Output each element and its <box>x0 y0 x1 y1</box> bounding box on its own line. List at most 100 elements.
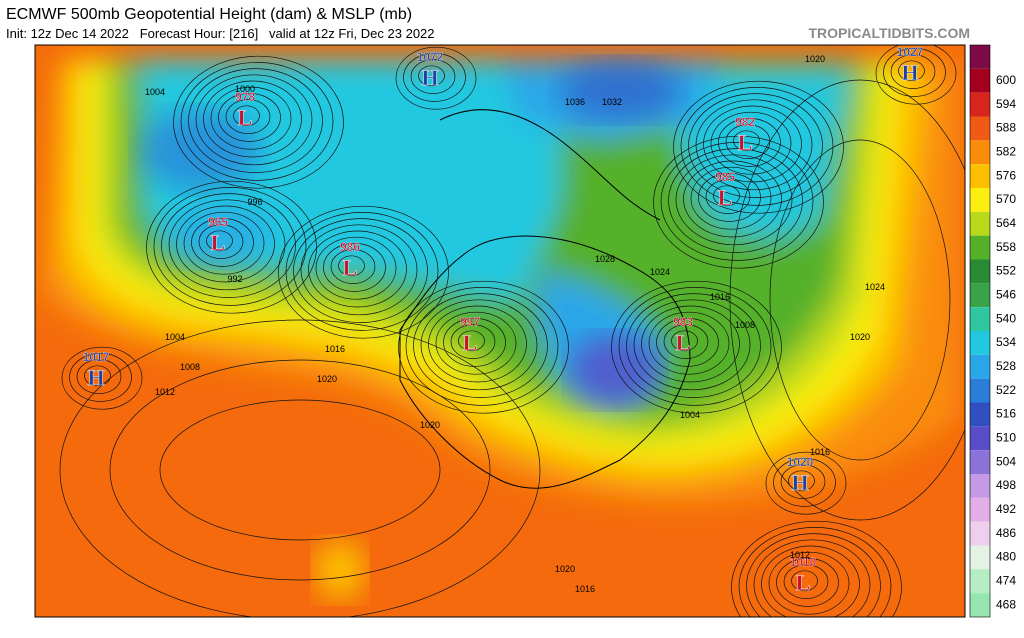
isobar <box>769 139 951 461</box>
isobar-label: 992 <box>227 274 242 284</box>
colorbar-label: 564 <box>996 216 1016 230</box>
trough-core <box>570 335 660 405</box>
colorbar-swatch <box>970 521 990 546</box>
system-letter: L <box>676 330 691 355</box>
isobar-label: 1024 <box>865 282 885 292</box>
system-letter: H <box>901 60 918 85</box>
colorbar-swatch <box>970 140 990 165</box>
system-value: 1072 <box>417 50 444 64</box>
isobar <box>883 48 946 97</box>
system-letter: L <box>238 105 253 130</box>
colorbar-label: 516 <box>996 407 1016 421</box>
coastline <box>439 109 661 221</box>
colorbar-swatch <box>970 92 990 117</box>
isobar <box>323 243 386 292</box>
colorbar-swatch <box>970 378 990 403</box>
isobar <box>633 299 751 391</box>
colorbar-label: 534 <box>996 335 1016 349</box>
colorbar-swatch <box>970 354 990 379</box>
system-value: 978 <box>235 90 255 104</box>
isobar <box>191 218 254 267</box>
isobar <box>671 330 698 352</box>
isobar <box>395 46 477 110</box>
system-value: 1027 <box>897 45 924 59</box>
isobar <box>176 205 275 283</box>
isobar <box>731 520 902 617</box>
isobar <box>761 545 860 617</box>
colorbar-label: 576 <box>996 168 1016 182</box>
isobar <box>330 249 376 284</box>
system-value: 985 <box>715 170 735 184</box>
isobar <box>875 45 957 105</box>
isobar-label: 1016 <box>810 447 830 457</box>
isobar <box>153 187 307 306</box>
isobar <box>315 236 397 300</box>
system-letter: L <box>718 185 733 210</box>
system-value: 983 <box>673 315 693 329</box>
isobar <box>673 80 844 214</box>
isobar-label: 1008 <box>735 320 755 330</box>
isobar <box>663 324 709 359</box>
isobar <box>69 353 132 402</box>
colorbar-label: 486 <box>996 526 1016 540</box>
isobar <box>733 130 760 152</box>
colorbar-label: 480 <box>996 550 1016 564</box>
isobar-label: 1000 <box>235 84 255 94</box>
colorbar-label: 570 <box>996 192 1016 206</box>
isobar-label: 1004 <box>165 332 185 342</box>
isobar <box>109 359 491 581</box>
colorbar-label: 588 <box>996 121 1016 135</box>
colorbar-label: 474 <box>996 573 1016 587</box>
isobar <box>61 346 143 410</box>
system-value: 982 <box>735 115 755 129</box>
isobar <box>458 330 485 352</box>
isobar-label: 1036 <box>565 97 585 107</box>
system-value: 1010 <box>790 555 817 569</box>
isobar <box>206 230 233 252</box>
colorbar-swatch <box>970 593 990 617</box>
colorbar-swatch <box>970 307 990 331</box>
isobar <box>753 539 871 617</box>
isobar <box>703 105 802 183</box>
colorbar-swatch <box>970 283 990 308</box>
isobar <box>768 551 850 615</box>
system-letter: L <box>796 570 811 595</box>
colorbar-label: 522 <box>996 383 1016 397</box>
map <box>35 45 965 617</box>
colorbar-swatch <box>970 116 990 141</box>
system-letter: H <box>421 65 438 90</box>
colorbar-label: 528 <box>996 359 1016 373</box>
colorbar-label: 498 <box>996 478 1016 492</box>
system-letter: L <box>211 230 226 255</box>
colorbar-label: 546 <box>996 287 1016 301</box>
isobar-label: 1020 <box>555 564 575 574</box>
isobar <box>413 293 548 398</box>
trough-core <box>170 205 270 265</box>
ridge-core <box>315 540 365 600</box>
colorbar-label: 540 <box>996 311 1016 325</box>
isobar <box>420 299 538 391</box>
isobar <box>683 160 782 238</box>
colorbar-swatch <box>970 45 990 69</box>
isobar <box>450 324 496 359</box>
colorbar-label: 582 <box>996 144 1016 158</box>
colorbar-label: 600 <box>996 73 1016 87</box>
isobar <box>656 318 719 367</box>
colorbar-label: 504 <box>996 454 1016 468</box>
isobar <box>688 93 823 198</box>
isobar <box>435 311 517 375</box>
system-value: 1020 <box>787 455 814 469</box>
isobar <box>410 59 456 94</box>
isobar <box>293 218 428 323</box>
isobar <box>146 180 317 314</box>
isobar <box>783 564 829 599</box>
colorbar-label: 510 <box>996 430 1016 444</box>
isobar <box>198 224 244 259</box>
system-letter: L <box>343 255 358 280</box>
brand: TROPICALTIDBITS.COM <box>808 25 970 41</box>
isobar <box>168 199 286 291</box>
system-value: 986 <box>340 240 360 254</box>
isobar <box>218 93 281 142</box>
